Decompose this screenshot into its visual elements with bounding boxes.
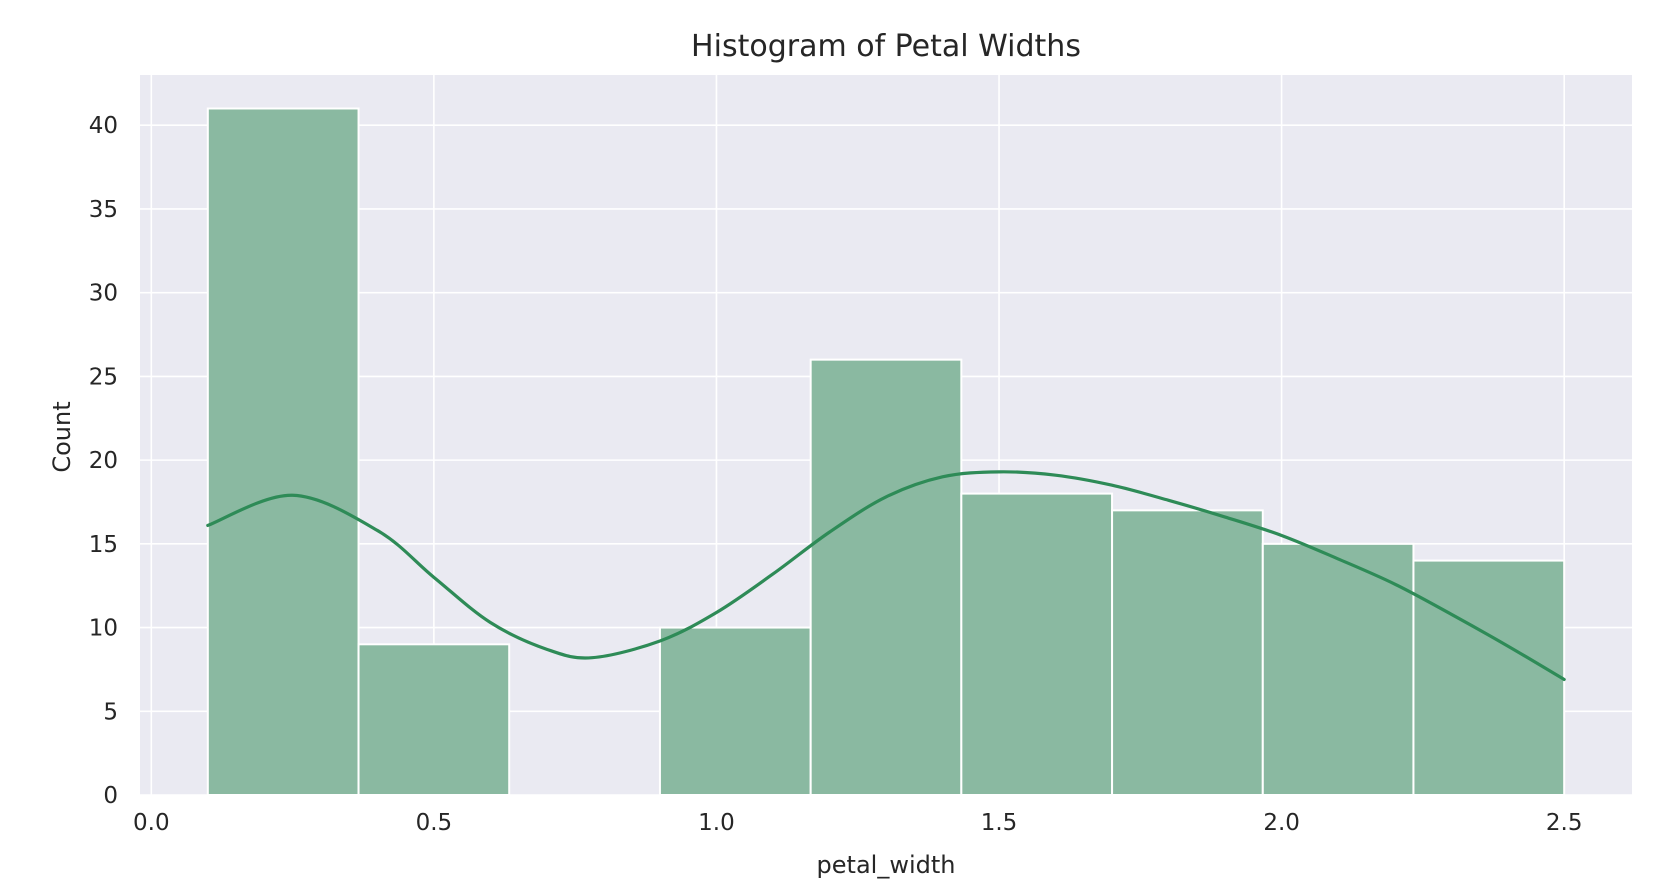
y-tick-label-2: 10 [89,616,118,642]
histogram-bar-5 [960,492,1114,796]
x-tick-label-4: 2.0 [1263,810,1300,836]
histogram-bar-7 [1261,542,1415,797]
x-tick-label-2: 1.0 [698,810,735,836]
x-axis-label: petal_width [817,851,956,879]
kde-curve [206,470,1566,682]
y-tick-label-8: 40 [89,113,118,139]
x-tick-label-0: 0.0 [133,810,170,836]
y-tick-label-4: 20 [89,448,118,474]
histogram-bar-4 [809,358,963,796]
histogram-bar-0 [206,107,360,797]
histogram-bar-6 [1111,509,1264,796]
y-tick-label-7: 35 [89,197,118,223]
histogram-bar-8 [1412,559,1566,797]
y-tick-label-6: 30 [89,281,118,307]
y-tick-label-5: 25 [89,364,118,390]
x-tick-label-1: 0.5 [416,810,453,836]
y-tick-label-1: 5 [103,699,118,725]
histogram-bar-3 [658,626,812,797]
y-tick-label-0: 0 [103,783,118,809]
y-axis-label: Count [48,401,76,472]
chart-title: Histogram of Petal Widths [691,29,1081,64]
y-tick-label-3: 15 [89,532,118,558]
histogram-bars [206,107,1566,797]
x-tick-label-3: 1.5 [981,810,1018,836]
tick-labels: 0.0 0.5 1.0 1.5 2.0 2.5 0 5 10 15 20 25 30 35 40 [89,113,1583,836]
histogram-bar-1 [357,643,511,796]
x-tick-label-5: 2.5 [1546,810,1583,836]
